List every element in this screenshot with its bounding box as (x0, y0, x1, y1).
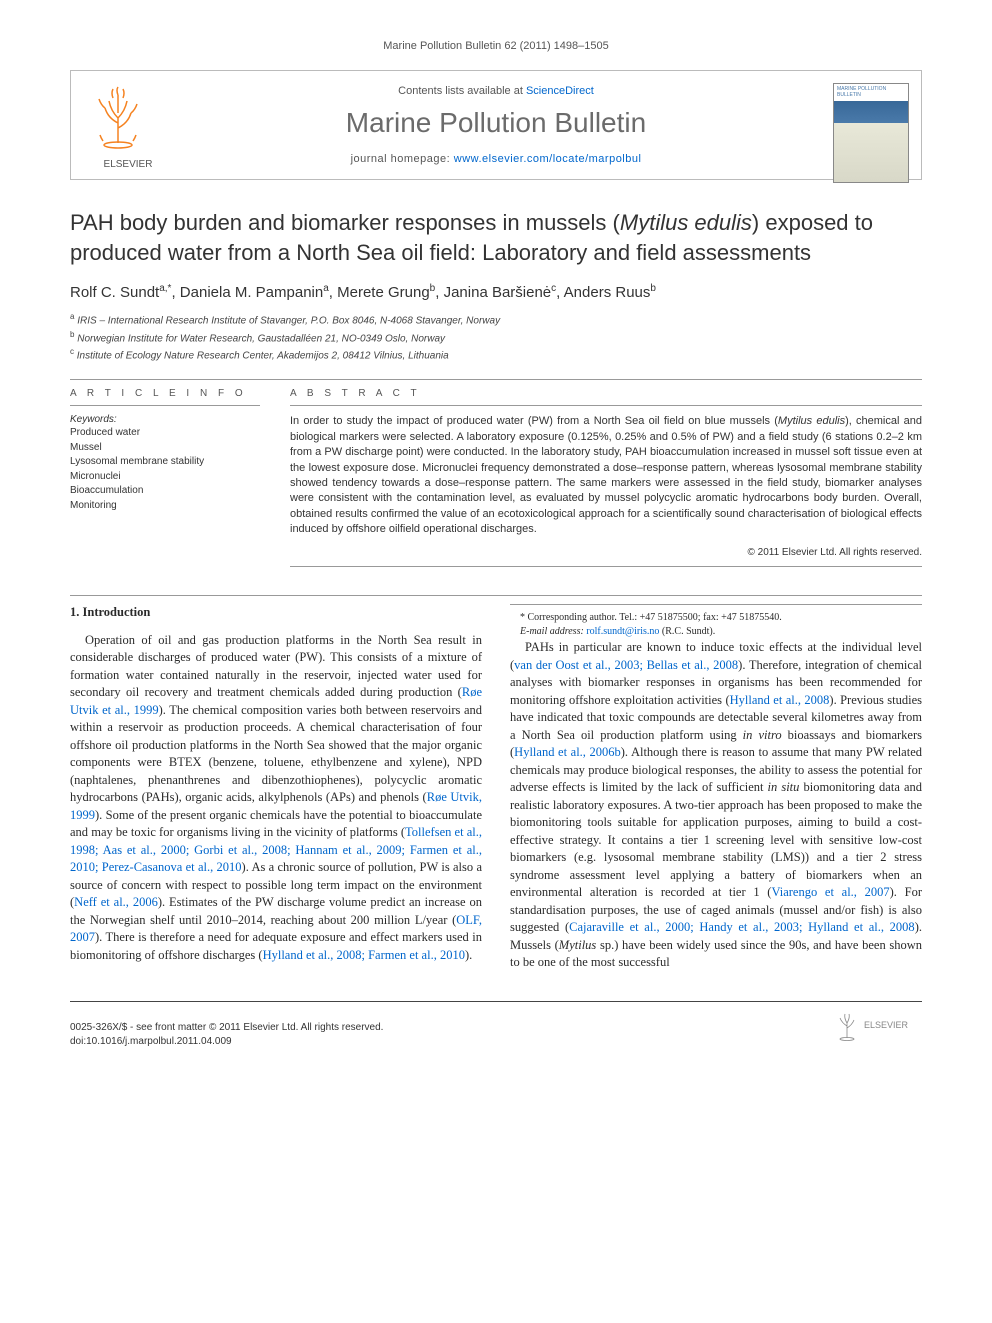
cite-hylland-2008[interactable]: Hylland et al., 2008 (730, 693, 830, 707)
footnote-email-line: E-mail address: rolf.sundt@iris.no (R.C.… (510, 625, 922, 639)
journal-cover-thumbnail: MARINE POLLUTION BULLETIN (833, 83, 909, 183)
corresponding-author-footnote: * Corresponding author. Tel.: +47 518755… (510, 604, 922, 639)
author-4: Anders Ruusb (564, 284, 656, 301)
author-1: Daniela M. Pampanina (180, 284, 329, 301)
masthead: ELSEVIER Contents lists available at Sci… (70, 70, 922, 180)
cite-neff-2006[interactable]: Neff et al., 2006 (74, 895, 158, 909)
keyword-0: Produced water (70, 426, 260, 441)
abstract-copyright: © 2011 Elsevier Ltd. All rights reserved… (290, 547, 922, 558)
article-title: PAH body burden and biomarker responses … (70, 208, 922, 267)
keyword-2: Lysosomal membrane stability (70, 455, 260, 470)
keyword-3: Micronuclei (70, 470, 260, 485)
affiliation-a: a IRIS – International Research Institut… (70, 311, 922, 328)
intro-paragraph-1: Operation of oil and gas production plat… (70, 632, 482, 965)
keywords-label: Keywords: (70, 414, 260, 425)
article-info-heading: A R T I C L E I N F O (70, 388, 260, 406)
info-abstract-row: A R T I C L E I N F O Keywords: Produced… (70, 388, 922, 567)
author-2: Merete Grungb (337, 284, 435, 301)
keyword-1: Mussel (70, 441, 260, 456)
elsevier-footer-icon: ELSEVIER (832, 1008, 922, 1046)
cite-cajaraville-multi[interactable]: Cajaraville et al., 2000; Handy et al., … (569, 920, 915, 934)
author-list: Rolf C. Sundta,*, Daniela M. Pampanina, … (70, 283, 922, 301)
author-3: Janina Baršienėc (444, 284, 557, 301)
body-text: 1. Introduction Operation of oil and gas… (70, 604, 922, 975)
journal-homepage-line: journal homepage: www.elsevier.com/locat… (191, 153, 801, 165)
cite-vanderoost-bellas[interactable]: van der Oost et al., 2003; Bellas et al.… (514, 658, 738, 672)
email-tail: (R.C. Sundt). (659, 626, 715, 637)
abstract-rule (290, 566, 922, 567)
issn-line: 0025-326X/$ - see front matter © 2011 El… (70, 1021, 383, 1035)
email-link[interactable]: rolf.sundt@iris.no (586, 626, 659, 637)
svg-text:ELSEVIER: ELSEVIER (864, 1020, 909, 1030)
cover-title: MARINE POLLUTION BULLETIN (834, 84, 908, 101)
homepage-prefix: journal homepage: (351, 153, 454, 165)
cite-hylland-2006b[interactable]: Hylland et al., 2006b (514, 745, 621, 759)
sciencedirect-link[interactable]: ScienceDirect (526, 85, 594, 97)
contents-prefix: Contents lists available at (398, 85, 526, 97)
citation-text: Marine Pollution Bulletin 62 (2011) 1498… (383, 40, 608, 52)
journal-name: Marine Pollution Bulletin (191, 107, 801, 139)
title-species: Mytilus edulis (620, 210, 752, 235)
publisher-name: ELSEVIER (83, 159, 173, 170)
cite-hylland-farmen[interactable]: Hylland et al., 2008; Farmen et al., 201… (263, 948, 465, 962)
divider-2 (70, 595, 922, 596)
email-label: E-mail address: (520, 626, 586, 637)
contents-available-line: Contents lists available at ScienceDirec… (191, 85, 801, 97)
article-info-block: A R T I C L E I N F O Keywords: Produced… (70, 388, 260, 567)
intro-paragraph-2: PAHs in particular are known to induce t… (510, 639, 922, 972)
masthead-center: Contents lists available at ScienceDirec… (191, 85, 801, 165)
abstract-block: A B S T R A C T In order to study the im… (290, 388, 922, 567)
divider (70, 379, 922, 380)
affiliations: a IRIS – International Research Institut… (70, 311, 922, 363)
page-footer: 0025-326X/$ - see front matter © 2011 El… (70, 1001, 922, 1049)
cite-viarengo-2007[interactable]: Viarengo et al., 2007 (771, 885, 889, 899)
affiliation-c: c Institute of Ecology Nature Research C… (70, 346, 922, 363)
doi-line: doi:10.1016/j.marpolbul.2011.04.009 (70, 1035, 383, 1049)
footer-left: 0025-326X/$ - see front matter © 2011 El… (70, 1021, 383, 1049)
abstract-text: In order to study the impact of produced… (290, 414, 922, 537)
keyword-5: Monitoring (70, 499, 260, 514)
footnote-corr: * Corresponding author. Tel.: +47 518755… (510, 611, 922, 625)
footer-logo: ELSEVIER (832, 1008, 922, 1049)
abstract-heading: A B S T R A C T (290, 388, 922, 406)
running-header: Marine Pollution Bulletin 62 (2011) 1498… (70, 40, 922, 52)
keyword-4: Bioaccumulation (70, 484, 260, 499)
publisher-logo-block: ELSEVIER (83, 83, 173, 170)
elsevier-tree-icon (83, 83, 153, 153)
title-pre: PAH body burden and biomarker responses … (70, 210, 620, 235)
homepage-url[interactable]: www.elsevier.com/locate/marpolbul (454, 153, 642, 165)
affiliation-b: b Norwegian Institute for Water Research… (70, 329, 922, 346)
author-0: Rolf C. Sundta,* (70, 284, 171, 301)
section-1-heading: 1. Introduction (70, 604, 482, 622)
